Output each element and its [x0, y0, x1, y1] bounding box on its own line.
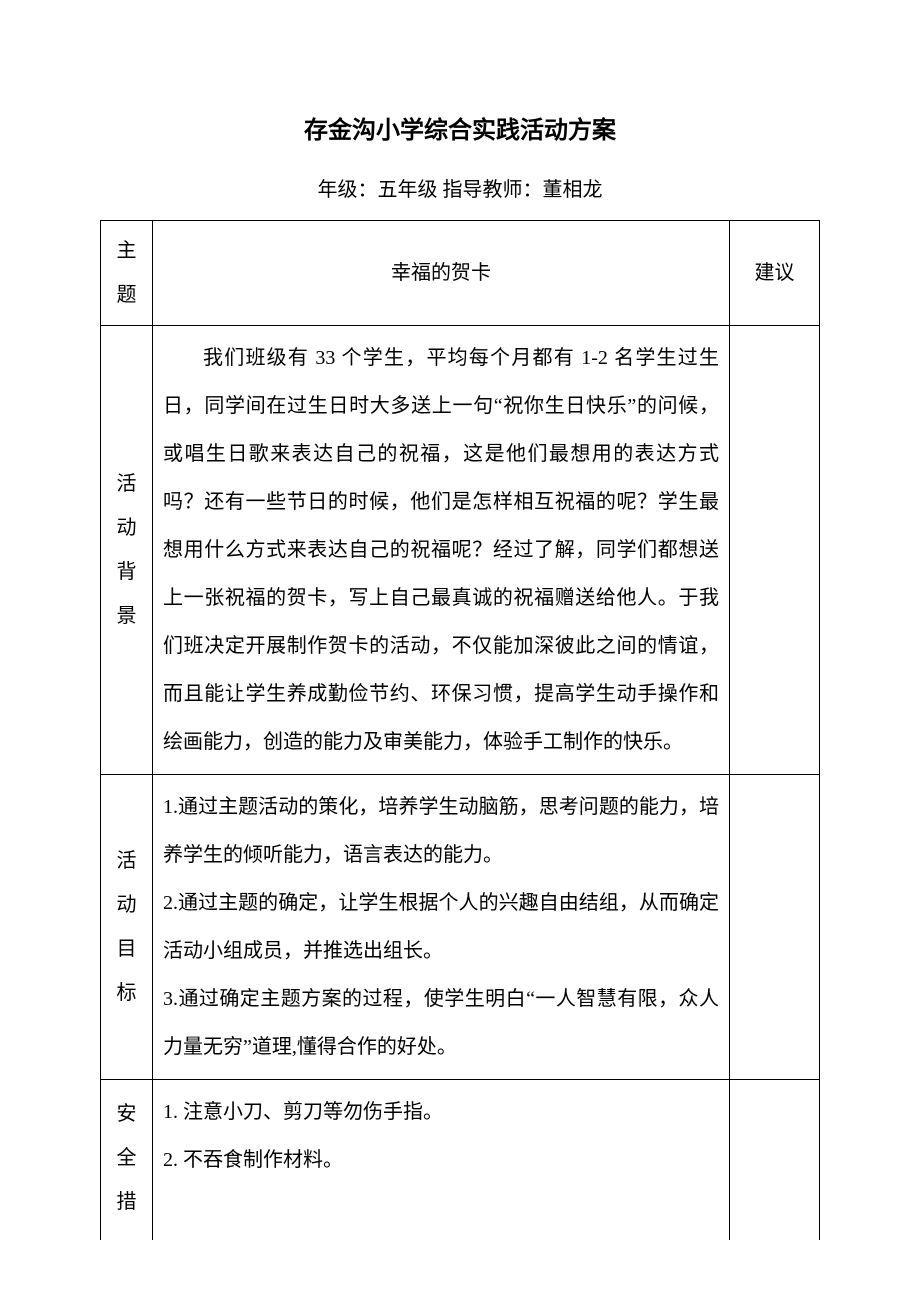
- table-row: 活 动 背 景 我们班级有 33 个学生，平均每个月都有 1-2 名学生过生日，…: [101, 326, 820, 775]
- page-title: 存金沟小学综合实践活动方案: [100, 110, 820, 145]
- list-item: 1.通过主题活动的策化，培养学生动脑筋，思考问题的能力，培养学生的倾听能力，语言…: [163, 783, 719, 879]
- label-char: 全: [117, 1136, 137, 1180]
- label-char: 动: [117, 883, 137, 927]
- list-item: 1. 注意小刀、剪刀等勿伤手指。: [163, 1088, 719, 1136]
- row-label-background: 活 动 背 景: [101, 326, 153, 775]
- suggestion-cell: [730, 1080, 820, 1241]
- label-char: 主: [117, 229, 137, 273]
- list-item: 2.通过主题的确定，让学生根据个人的兴趣自由结组，从而确定活动小组成员，并推选出…: [163, 879, 719, 975]
- suggestion-cell: [730, 775, 820, 1080]
- label-char: 活: [117, 462, 137, 506]
- label-char: 景: [117, 594, 137, 638]
- list-item: 3.通过确定主题方案的过程，使学生明白“一人智慧有限，众人力量无穷”道理,懂得合…: [163, 975, 719, 1071]
- label-char: 标: [117, 971, 137, 1015]
- label-char: 安: [117, 1092, 137, 1136]
- label-char: 目: [117, 927, 137, 971]
- topic-cell: 幸福的贺卡: [153, 221, 730, 326]
- label-char: 动: [117, 506, 137, 550]
- row-label-safety: 安 全 措: [101, 1080, 153, 1241]
- table-row: 安 全 措 1. 注意小刀、剪刀等勿伤手指。 2. 不吞食制作材料。: [101, 1080, 820, 1241]
- label-char: 题: [117, 273, 137, 317]
- row-label-goals: 活 动 目 标: [101, 775, 153, 1080]
- list-item: [163, 1184, 719, 1232]
- background-cell: 我们班级有 33 个学生，平均每个月都有 1-2 名学生过生日，同学间在过生日时…: [153, 326, 730, 775]
- label-char: 措: [117, 1180, 137, 1224]
- document-page: 存金沟小学综合实践活动方案 年级：五年级 指导教师：董相龙 主 题 幸福的贺卡 …: [0, 0, 920, 1240]
- activity-plan-table: 主 题 幸福的贺卡 建议 活 动 背 景 我们班级有 33 个学生，平均每个月都…: [100, 220, 820, 1240]
- page-subtitle: 年级：五年级 指导教师：董相龙: [100, 173, 820, 202]
- table-row: 主 题 幸福的贺卡 建议: [101, 221, 820, 326]
- list-item: 2. 不吞食制作材料。: [163, 1136, 719, 1184]
- table-row: 活 动 目 标 1.通过主题活动的策化，培养学生动脑筋，思考问题的能力，培养学生…: [101, 775, 820, 1080]
- suggestion-cell: [730, 326, 820, 775]
- row-label-topic: 主 题: [101, 221, 153, 326]
- safety-cell: 1. 注意小刀、剪刀等勿伤手指。 2. 不吞食制作材料。: [153, 1080, 730, 1241]
- label-char: 背: [117, 550, 137, 594]
- label-char: 活: [117, 839, 137, 883]
- goals-cell: 1.通过主题活动的策化，培养学生动脑筋，思考问题的能力，培养学生的倾听能力，语言…: [153, 775, 730, 1080]
- suggestion-header: 建议: [730, 221, 820, 326]
